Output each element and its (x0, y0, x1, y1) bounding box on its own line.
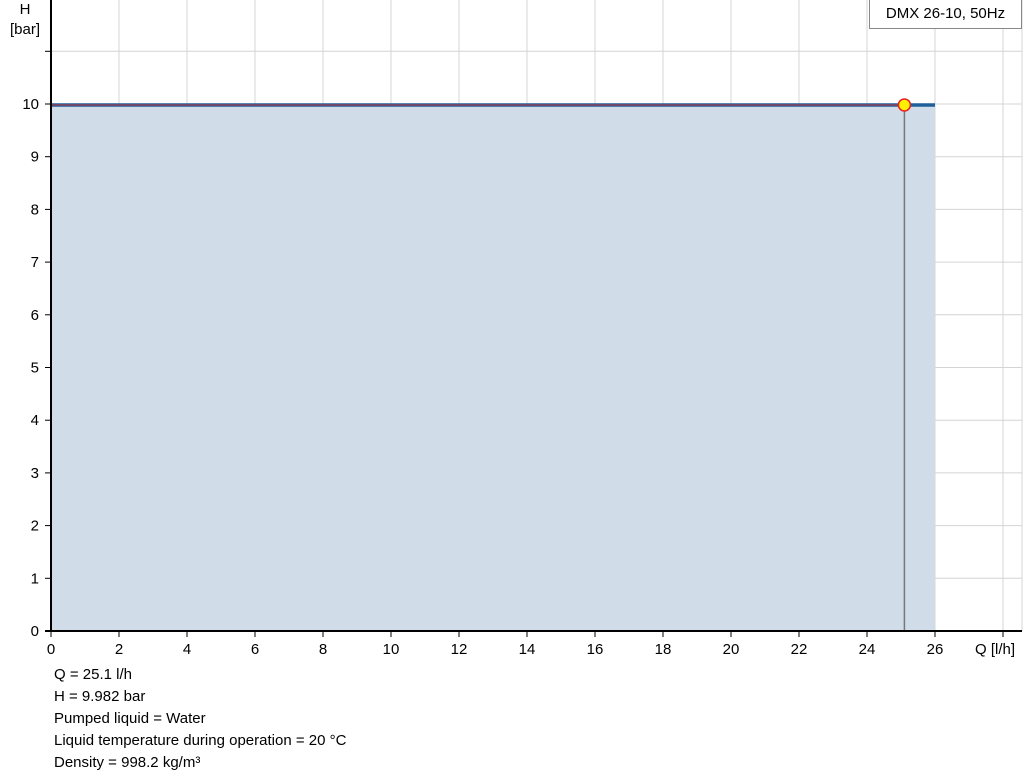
x-tick-label: 20 (723, 641, 740, 658)
info-density: Density = 998.2 kg/m³ (54, 754, 201, 771)
x-tick-label: 4 (183, 641, 191, 658)
x-tick-label: 0 (47, 641, 55, 658)
x-tick-label: 26 (927, 641, 944, 658)
y-tick-label: 0 (31, 623, 39, 640)
x-tick-label: 8 (319, 641, 327, 658)
x-tick-label: 2 (115, 641, 123, 658)
x-axis-label: Q [l/h] (975, 641, 1015, 658)
x-tick-label: 24 (859, 641, 876, 658)
x-tick-label: 22 (791, 641, 808, 658)
y-axis-label: H (20, 1, 31, 18)
y-tick-label: 9 (31, 149, 39, 166)
info-liquid: Pumped liquid = Water (54, 710, 206, 727)
y-tick-label: 6 (31, 307, 39, 324)
x-tick-label: 18 (655, 641, 672, 658)
x-tick-label: 10 (383, 641, 400, 658)
y-tick-label: 2 (31, 518, 39, 535)
info-panel: Q = 25.1 l/h H = 9.982 bar Pumped liquid… (54, 664, 346, 774)
y-axis-unit: [bar] (10, 21, 40, 38)
y-tick-label: 1 (31, 570, 39, 587)
operating-point (897, 98, 912, 112)
y-tick-label: 8 (31, 201, 39, 218)
legend: DMX 26-10, 50Hz (869, 0, 1022, 29)
x-tick-label: 12 (451, 641, 468, 658)
curve-area (51, 104, 935, 631)
y-tick-label: 5 (31, 360, 39, 377)
x-tick-label: 6 (251, 641, 259, 658)
x-tick-label: 14 (519, 641, 536, 658)
x-tick-label: 16 (587, 641, 604, 658)
info-temperature: Liquid temperature during operation = 20… (54, 732, 347, 749)
y-tick-label: 4 (31, 412, 39, 429)
y-tick-label: 10 (22, 96, 39, 113)
y-tick-label: 3 (31, 465, 39, 482)
info-head: H = 9.982 bar (54, 688, 146, 705)
y-tick-label: 7 (31, 254, 39, 271)
info-flow: Q = 25.1 l/h (54, 666, 132, 683)
